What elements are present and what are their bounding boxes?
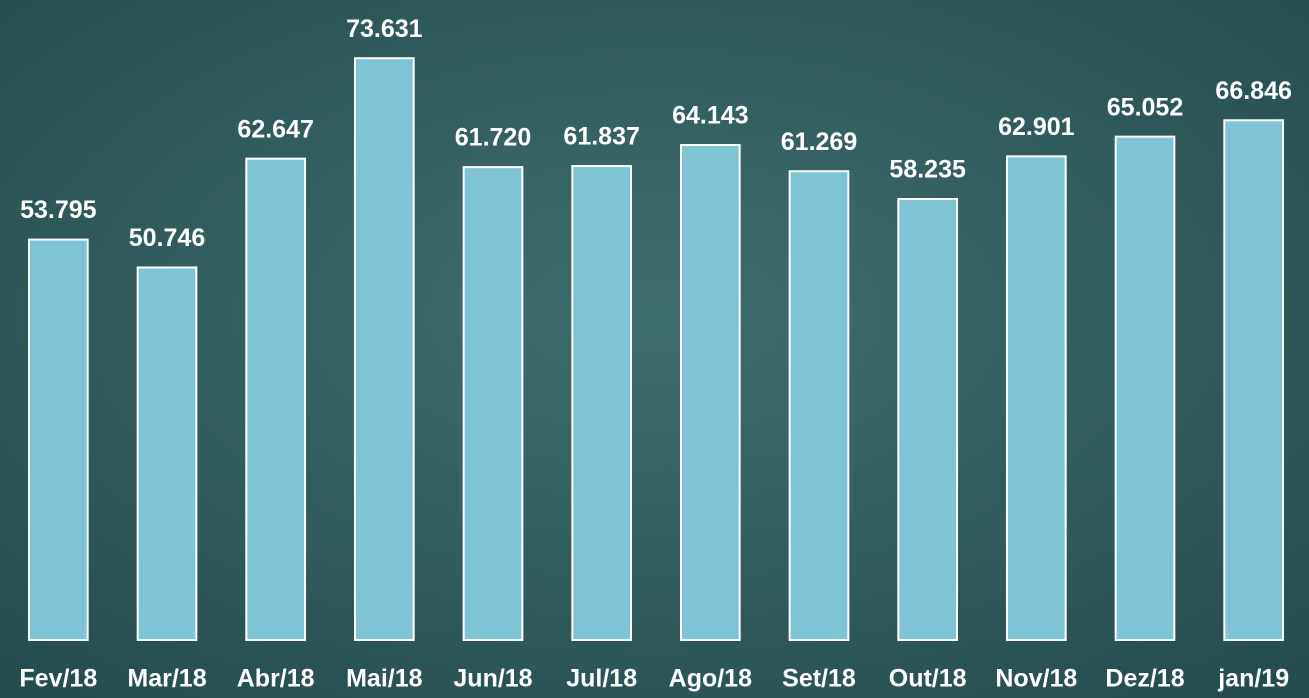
x-tick-label: Dez/18 bbox=[1105, 665, 1184, 693]
x-tick-label: Out/18 bbox=[889, 665, 967, 693]
bar bbox=[136, 266, 198, 641]
value-label: 73.631 bbox=[346, 15, 423, 43]
x-tick-label: Jul/18 bbox=[566, 665, 637, 693]
x-tick-label: Jun/18 bbox=[453, 665, 532, 693]
x-tick-label: Set/18 bbox=[782, 665, 856, 693]
value-label: 62.647 bbox=[237, 115, 313, 143]
value-label: 58.235 bbox=[889, 156, 966, 184]
x-tick-label: Nov/18 bbox=[995, 665, 1077, 693]
bar bbox=[353, 57, 415, 642]
bar bbox=[27, 238, 89, 642]
bar bbox=[679, 143, 741, 642]
bar bbox=[571, 165, 633, 642]
x-tick-label: Mai/18 bbox=[346, 665, 423, 693]
bar bbox=[462, 166, 524, 641]
bar bbox=[897, 197, 959, 641]
x-tick-label: Fev/18 bbox=[19, 665, 97, 693]
value-label: 61.837 bbox=[563, 123, 639, 151]
value-label: 64.143 bbox=[672, 102, 748, 130]
value-label: 61.720 bbox=[455, 124, 531, 152]
bar bbox=[1223, 119, 1285, 642]
x-tick-label: Ago/18 bbox=[669, 665, 752, 693]
x-tick-label: Mar/18 bbox=[127, 665, 206, 693]
bar bbox=[1005, 155, 1067, 641]
value-label: 66.846 bbox=[1215, 77, 1291, 105]
value-label: 53.795 bbox=[20, 196, 97, 224]
bar bbox=[245, 157, 307, 641]
x-tick-label: Abr/18 bbox=[237, 665, 315, 693]
x-tick-label: jan/19 bbox=[1217, 665, 1289, 693]
value-label: 62.901 bbox=[998, 113, 1075, 141]
value-label: 50.746 bbox=[129, 224, 205, 252]
value-label: 61.269 bbox=[781, 128, 857, 156]
bar bbox=[788, 170, 850, 641]
bar bbox=[1114, 135, 1176, 642]
value-label: 65.052 bbox=[1107, 93, 1183, 121]
